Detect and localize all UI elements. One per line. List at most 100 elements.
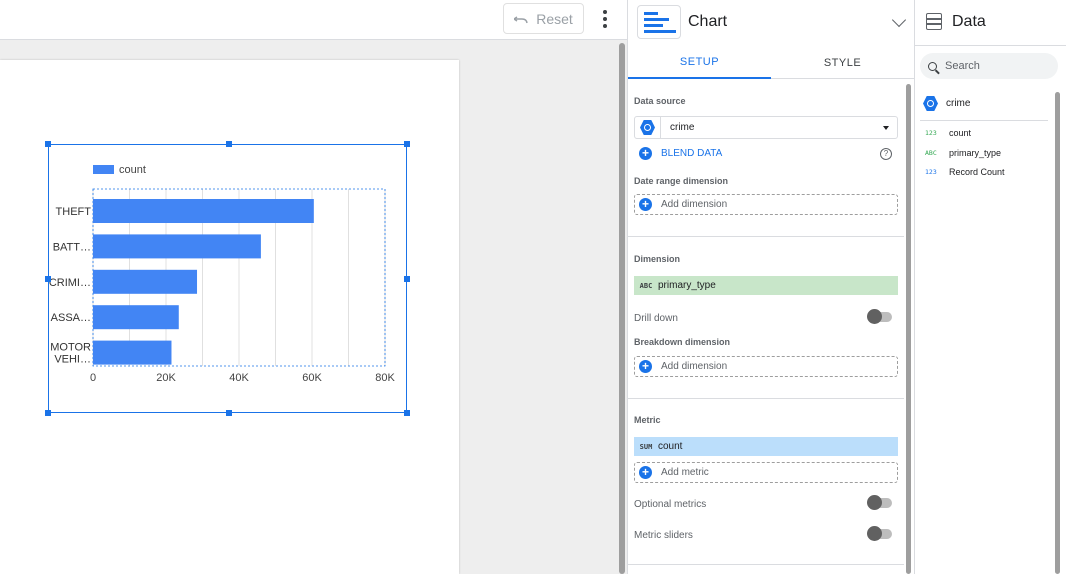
add-dimension-label: Add dimension xyxy=(661,361,728,372)
data-panel: Data Search crime 123 count ABC primary_… xyxy=(914,0,1066,574)
bar xyxy=(93,269,198,294)
canvas-toolbar: Reset xyxy=(0,0,627,40)
metric-chip[interactable]: SUM count xyxy=(634,437,898,456)
more-options-icon[interactable] xyxy=(596,8,614,30)
optional-metrics-label: Optional metrics xyxy=(634,499,707,510)
reset-label: Reset xyxy=(536,10,573,27)
x-tick-label: 80K xyxy=(375,372,395,384)
reset-button[interactable]: Reset xyxy=(503,3,584,34)
add-circle-icon: + xyxy=(639,198,652,211)
add-metric-button[interactable]: + Add metric xyxy=(634,462,898,483)
divider xyxy=(915,45,1066,46)
properties-panel: Chart SETUP STYLE Data source crime + BL… xyxy=(627,0,915,574)
metric-sliders-toggle[interactable] xyxy=(867,526,892,541)
field-type-badge: 123 xyxy=(925,168,937,176)
add-circle-icon: + xyxy=(639,147,652,160)
blend-data-button[interactable]: + BLEND DATA xyxy=(639,147,722,160)
data-source-value: crime xyxy=(670,122,695,133)
properties-scrollbar[interactable] xyxy=(906,84,911,574)
legend-swatch xyxy=(93,165,114,174)
resize-handle-e[interactable] xyxy=(404,276,410,282)
field-type-badge: ABC xyxy=(925,149,937,157)
optional-metrics-toggle[interactable] xyxy=(867,495,892,510)
metric-sliders-row: Metric sliders xyxy=(634,526,892,541)
add-breakdown-dimension[interactable]: + Add dimension xyxy=(634,356,898,377)
data-table-icon xyxy=(926,13,942,30)
category-label: VEHI… xyxy=(54,354,91,366)
x-tick-label: 60K xyxy=(302,372,322,384)
data-source-icon xyxy=(923,96,938,111)
metric-label: Metric xyxy=(634,415,661,425)
data-source-label: Data source xyxy=(634,96,686,106)
x-tick-label: 0 xyxy=(90,372,96,384)
data-panel-title: Data xyxy=(952,13,986,30)
tab-setup[interactable]: SETUP xyxy=(628,46,771,79)
category-label: BATT… xyxy=(53,241,91,253)
dimension-type-badge: ABC xyxy=(639,281,653,290)
drill-down-label: Drill down xyxy=(634,313,678,324)
resize-handle-sw[interactable] xyxy=(45,410,51,416)
metric-sliders-label: Metric sliders xyxy=(634,530,693,541)
resize-handle-ne[interactable] xyxy=(404,141,410,147)
category-label: MOTOR xyxy=(50,342,91,354)
data-source-select[interactable]: crime xyxy=(634,116,898,139)
field-item-record-count[interactable]: 123 Record Count xyxy=(925,167,1005,177)
search-placeholder: Search xyxy=(945,60,980,72)
canvas-scrollbar[interactable] xyxy=(619,43,625,574)
data-source-icon xyxy=(640,120,655,135)
bar xyxy=(93,234,261,259)
divider xyxy=(628,236,904,237)
tab-style[interactable]: STYLE xyxy=(823,56,862,69)
add-circle-icon: + xyxy=(639,360,652,373)
field-name: Record Count xyxy=(949,167,1005,177)
chevron-down-icon[interactable] xyxy=(891,12,907,28)
bar-chart-type-icon[interactable] xyxy=(637,5,681,39)
dimension-chip[interactable]: ABC primary_type xyxy=(634,276,898,295)
data-panel-scrollbar[interactable] xyxy=(1055,92,1060,574)
blend-data-label: BLEND DATA xyxy=(661,148,723,159)
bar xyxy=(93,199,314,223)
search-field[interactable]: Search xyxy=(920,53,1058,79)
drill-down-toggle[interactable] xyxy=(867,309,892,324)
data-source-item[interactable]: crime xyxy=(923,96,970,111)
field-item-count[interactable]: 123 count xyxy=(925,128,971,138)
field-name: count xyxy=(949,128,972,138)
report-canvas: Reset count THEFT BATT… CRIMI… ASSA… MOTOR VEH… xyxy=(0,0,627,574)
metric-aggregation-badge: SUM xyxy=(639,442,653,451)
add-date-range-dimension[interactable]: + Add dimension xyxy=(634,194,898,215)
add-metric-label: Add metric xyxy=(661,467,709,478)
metric-value: count xyxy=(658,441,683,452)
field-name: primary_type xyxy=(949,148,1002,158)
dimension-value: primary_type xyxy=(658,280,716,291)
divider xyxy=(628,398,904,399)
resize-handle-nw[interactable] xyxy=(45,141,51,147)
bar xyxy=(93,340,172,365)
data-source-name: crime xyxy=(946,98,971,109)
dropdown-arrow-icon xyxy=(883,125,889,130)
field-item-primary-type[interactable]: ABC primary_type xyxy=(925,148,1001,158)
divider xyxy=(628,564,904,565)
legend-label: count xyxy=(119,164,146,176)
date-range-label: Date range dimension xyxy=(634,176,729,186)
properties-title: Chart xyxy=(688,13,728,30)
bar xyxy=(93,305,179,330)
bar-chart[interactable]: count THEFT BATT… CRIMI… ASSA… MOTOR VEHI… 0 20K… xyxy=(48,144,407,413)
category-label: THEFT xyxy=(56,206,92,218)
optional-metrics-row: Optional metrics xyxy=(634,495,892,510)
properties-header: Chart xyxy=(628,0,915,44)
resize-handle-se[interactable] xyxy=(404,410,410,416)
category-label: CRIMI… xyxy=(49,277,91,289)
x-tick-label: 40K xyxy=(229,372,249,384)
properties-tabs: SETUP STYLE xyxy=(628,46,915,79)
resize-handle-s[interactable] xyxy=(226,410,232,416)
resize-handle-w[interactable] xyxy=(45,276,51,282)
drill-down-row: Drill down xyxy=(634,309,892,324)
resize-handle-n[interactable] xyxy=(226,141,232,147)
add-dimension-label: Add dimension xyxy=(661,199,728,210)
category-label: ASSA… xyxy=(51,312,91,324)
x-tick-label: 20K xyxy=(156,372,176,384)
help-icon[interactable]: ? xyxy=(880,148,892,160)
search-icon xyxy=(928,61,937,71)
field-type-badge: 123 xyxy=(925,129,937,137)
